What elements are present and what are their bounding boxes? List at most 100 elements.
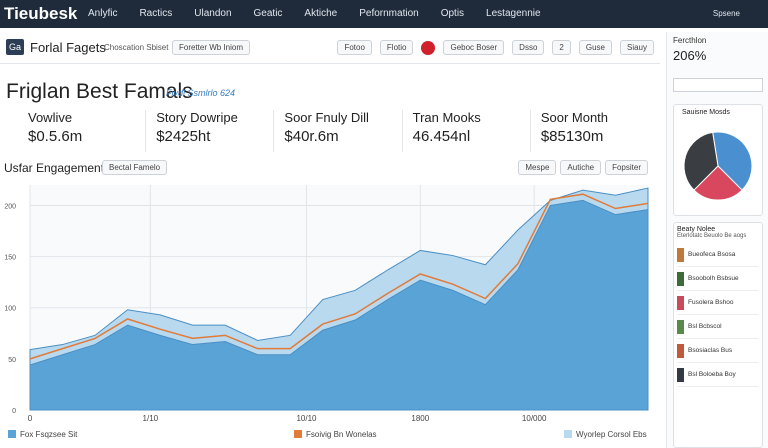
- stat-label: Vowlive: [28, 110, 73, 125]
- stat-value: 46.454nl: [412, 128, 471, 145]
- legend-swatch: [564, 430, 572, 438]
- tabs: Mespe Autiche Fopsiter: [518, 160, 648, 175]
- stat: Tran Mooks 46.454nl: [401, 110, 530, 152]
- y-tick-label: 200: [4, 203, 16, 210]
- list-text: Bueofeca Bsosa: [688, 251, 736, 258]
- legend-swatch: [294, 430, 302, 438]
- nav-item[interactable]: Geatic: [253, 8, 283, 19]
- legend-label: Fsoivig Bn Wonelas: [306, 430, 377, 439]
- stat: Story Dowripe $2425ht: [145, 110, 273, 152]
- list-subtitle: Eterlotatc Beuolo Be aogs: [677, 233, 747, 239]
- line: [29, 193, 649, 360]
- nav-item[interactable]: Aktiche: [304, 8, 338, 19]
- side-value: 206%: [673, 48, 707, 63]
- user[interactable]: Spsene: [712, 9, 740, 18]
- x-tick-label: 1800: [411, 414, 429, 423]
- legend-label: Wyorlep Corsol Ebs: [576, 430, 647, 439]
- stat-label: Soor Fnuly Dill: [284, 110, 369, 125]
- thumb: [677, 319, 684, 334]
- nav-item[interactable]: Lestagennie: [486, 8, 541, 19]
- toolbar-subtitle: Choscation Sbiset: [104, 43, 169, 52]
- tab[interactable]: Autiche: [560, 160, 602, 175]
- list: Bueofeca Bsosa Bsoobolh Bsbsue Fusolera Bs…: [677, 243, 759, 387]
- x-tick-label: 10/000: [522, 414, 547, 423]
- list-item[interactable]: Bsosiaclas Bus: [677, 339, 759, 363]
- control[interactable]: Fotoo: [337, 40, 372, 55]
- record-dot[interactable]: [421, 40, 436, 55]
- list-text: Fusolera Bshoo: [688, 299, 734, 306]
- control[interactable]: Geboc Boser: [443, 40, 505, 55]
- y-tick-label: 50: [8, 357, 16, 364]
- x-tick-label: 0: [28, 414, 33, 423]
- toolbar-title: Forlal Fagets: [30, 40, 106, 55]
- list-card: Beaty Nolee Eterlotatc Beuolo Be aogs Bu…: [673, 222, 763, 448]
- nav-items: Anlyfic Ractics Ulandon Geatic Aktiche Peforn…: [88, 8, 541, 19]
- legend-label: Fox Fsqzsee Sit: [20, 430, 78, 439]
- sidebar: Fercthlon 206% Sauisne Mosds Beaty Nolee…: [666, 32, 768, 448]
- nav-item[interactable]: Ractics: [139, 8, 173, 19]
- thumb: [677, 367, 684, 382]
- list-text: Bsoobolh Bsbsue: [688, 275, 739, 282]
- list-title: Beaty Nolee: [677, 226, 716, 233]
- pie-slice: [683, 131, 719, 191]
- stat: Vowlive $0.5.6m: [8, 110, 145, 152]
- control[interactable]: Flotio: [379, 40, 414, 55]
- toolbar: Ga Forlal Fagets Choscation Sbiset Foret…: [0, 32, 660, 64]
- pie: [683, 131, 753, 201]
- stat-label: Tran Mooks: [412, 110, 481, 125]
- control[interactable]: 2: [552, 40, 571, 55]
- stat-value: $85130m: [540, 128, 604, 145]
- thumb: [677, 295, 684, 310]
- chart: 0 50 100 150 200 0 1/10 10/10 1800 10/000 Fox Fsqz…: [4, 185, 649, 439]
- filter-button[interactable]: Foretter Wb Iniom: [172, 40, 251, 55]
- list-text: Bsl Bcbscol: [688, 323, 722, 330]
- thumb: [677, 271, 684, 286]
- logo: Tieubesk: [4, 4, 78, 23]
- x-tick-label: 1/10: [143, 414, 159, 423]
- section-title: Usfar Engagement: [4, 161, 105, 175]
- search-box[interactable]: [673, 78, 763, 92]
- nav-item[interactable]: Pefornmation: [359, 8, 419, 19]
- list-text: Bsosiaclas Bus: [688, 347, 733, 354]
- icon: Ga: [6, 39, 24, 55]
- controls: Fotoo Flotio Geboc Boser Dsso 2 Guse Siauy: [337, 40, 654, 55]
- stat-label: Story Dowripe: [156, 110, 238, 125]
- y-tick-label: 0: [12, 408, 16, 415]
- stat-label: Soor Month: [540, 110, 609, 125]
- thumb: [677, 343, 684, 358]
- stat: Soor Fnuly Dill $40r.6m: [273, 110, 401, 152]
- section-button[interactable]: Bectal Famelo: [102, 160, 168, 175]
- nav-item[interactable]: Anlyfic: [88, 8, 118, 19]
- pie-title: Sauisne Mosds: [682, 109, 730, 116]
- stat-value: $0.5.6m: [28, 128, 83, 145]
- control[interactable]: Guse: [578, 40, 612, 55]
- area: [29, 199, 649, 411]
- list-item[interactable]: Fusolera Bshoo: [677, 291, 759, 315]
- y-tick-label: 100: [4, 306, 16, 313]
- thumb: [677, 247, 684, 262]
- nav-item[interactable]: Optis: [440, 8, 465, 19]
- tab[interactable]: Mespe: [518, 160, 557, 175]
- y-tick-label: 150: [4, 255, 16, 262]
- pie-slice: [712, 131, 753, 191]
- stat-value: $40r.6m: [284, 128, 339, 145]
- tab[interactable]: Fopsiter: [605, 160, 648, 175]
- list-item[interactable]: Bsl Boloeba Boy: [677, 363, 759, 387]
- stat: Soor Month $85130m: [529, 110, 658, 152]
- pie-card: Sauisne Mosds: [673, 104, 763, 216]
- pie-slice: [693, 165, 743, 201]
- stat-value: $2425ht: [156, 128, 211, 145]
- list-item[interactable]: Bueofeca Bsosa: [677, 243, 759, 267]
- list-item[interactable]: Bsoobolh Bsbsue: [677, 267, 759, 291]
- side-label: Fercthlon: [673, 36, 707, 45]
- nav-bar: Tieubesk Anlyfic Ractics Ulandon Geatic Akti…: [0, 0, 768, 28]
- list-item[interactable]: Bsl Bcbscol: [677, 315, 759, 339]
- list-text: Bsl Boloeba Boy: [688, 371, 736, 378]
- control[interactable]: Siauy: [619, 40, 654, 55]
- legend-swatch: [8, 430, 16, 438]
- control[interactable]: Dsso: [512, 40, 545, 55]
- x-tick-label: 10/10: [296, 414, 317, 423]
- nav-item[interactable]: Ulandon: [194, 8, 232, 19]
- stats: Vowlive $0.5.6m Story Dowripe $2425ht Soor F…: [8, 110, 658, 152]
